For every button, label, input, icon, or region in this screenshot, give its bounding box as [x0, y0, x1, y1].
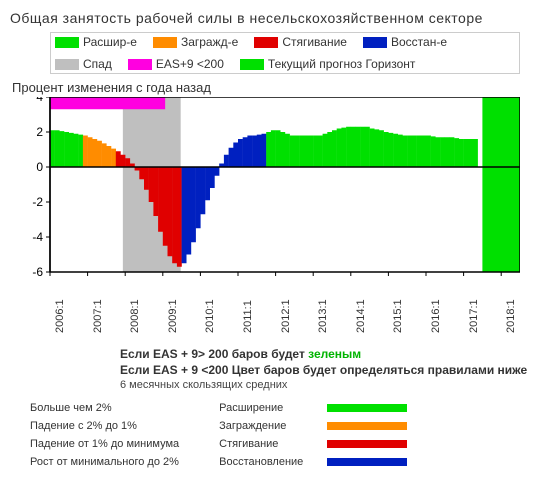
- legend-item: Стягивание: [254, 35, 347, 49]
- x-axis-label: 2017:1: [468, 299, 480, 333]
- rule-color-swatch: [327, 422, 407, 430]
- legend-swatch: [363, 37, 387, 48]
- x-axis-label: 2013:1: [317, 299, 329, 333]
- legend-swatch: [55, 37, 79, 48]
- rule-color-swatch: [327, 458, 407, 466]
- x-axis-label: 2011:1: [242, 300, 254, 333]
- chart-subtitle: Процент изменения с года назад: [12, 80, 540, 95]
- x-axis-label: 2008:1: [129, 299, 141, 333]
- legend-label: Спад: [83, 57, 112, 71]
- x-axis-label: 2007:1: [92, 299, 104, 333]
- legend-label: EAS+9 <200: [156, 57, 224, 71]
- legend-swatch: [153, 37, 177, 48]
- x-axis-label: 2010:1: [204, 299, 216, 333]
- x-axis-label: 2014:1: [355, 299, 367, 333]
- rule-line2: Если EAS + 9 <200 Цвет баров будет опред…: [120, 363, 540, 379]
- rule-color: Стягивание: [219, 438, 407, 450]
- rule-color: Расширение: [219, 402, 407, 414]
- legend-label: Загражд-е: [181, 35, 238, 49]
- rule-color-label: Восстановление: [219, 456, 319, 468]
- legend-label: Восстан-е: [391, 35, 447, 49]
- legend-swatch: [240, 59, 264, 70]
- rule-text: Падение с 2% до 1%: [30, 420, 179, 432]
- x-axis-label: 2009:1: [167, 299, 179, 333]
- svg-text:-4: -4: [32, 230, 43, 244]
- rule-color-label: Стягивание: [219, 438, 319, 450]
- legend-item: Расшир-е: [55, 35, 137, 49]
- legend-item: Текущий прогноз Горизонт: [240, 57, 415, 71]
- chart-legend: Расшир-е Загражд-е Стягивание Восстан-е Спад…: [50, 32, 520, 74]
- legend-item: EAS+9 <200: [128, 57, 224, 71]
- rule-color-label: Расширение: [219, 402, 319, 414]
- x-axis-label: 2006:1: [54, 299, 66, 333]
- legend-label: Расшир-е: [83, 35, 137, 49]
- rule-text: Рост от минимального до 2%: [30, 456, 179, 468]
- x-axis-label: 2018:1: [505, 299, 517, 333]
- svg-text:-2: -2: [32, 195, 43, 209]
- chart-title: Общая занятость рабочей силы в несельско…: [10, 10, 540, 26]
- rule-text: Падение от 1% до минимума: [30, 438, 179, 450]
- legend-swatch: [55, 59, 79, 70]
- x-axis-label: 2012:1: [280, 299, 292, 333]
- svg-text:-6: -6: [32, 265, 43, 279]
- svg-text:2: 2: [36, 125, 43, 139]
- legend-item: Спад: [55, 57, 112, 71]
- legend-label: Текущий прогноз Горизонт: [268, 57, 415, 71]
- rule-sub: 6 месячных скользящих средних: [120, 378, 540, 392]
- rule-color-swatch: [327, 404, 407, 412]
- legend-swatch: [254, 37, 278, 48]
- rule-line1-a: Если EAS + 9> 200 баров будет: [120, 347, 308, 361]
- x-axis-label: 2015:1: [392, 299, 404, 333]
- rule-color: Заграждение: [219, 420, 407, 432]
- employment-chart: -6-4-2024 2006:12007:12008:12009:12010:1…: [20, 97, 540, 287]
- rule-text: Больше чем 2%: [30, 402, 179, 414]
- rules-text: Если EAS + 9> 200 баров будет зеленым Ес…: [120, 347, 540, 392]
- legend-swatch: [128, 59, 152, 70]
- legend-item: Загражд-е: [153, 35, 238, 49]
- svg-text:0: 0: [36, 160, 43, 174]
- svg-text:4: 4: [36, 97, 43, 104]
- rule-color-label: Заграждение: [219, 420, 319, 432]
- rule-color: Восстановление: [219, 456, 407, 468]
- rule-line1-green: зеленым: [308, 347, 361, 361]
- legend-label: Стягивание: [282, 35, 347, 49]
- x-axis-label: 2016:1: [430, 299, 442, 333]
- rule-color-swatch: [327, 440, 407, 448]
- color-rules: Больше чем 2% Падение с 2% до 1% Падение о…: [30, 402, 540, 468]
- legend-item: Восстан-е: [363, 35, 447, 49]
